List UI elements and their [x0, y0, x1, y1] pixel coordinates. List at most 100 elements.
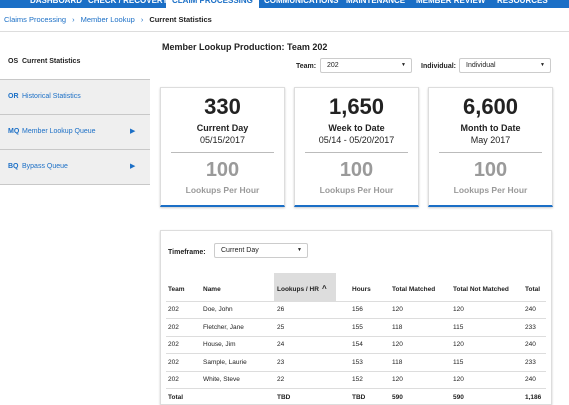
stat-card: 1,650 Week to Date 05/14 - 05/20/2017 100 Lo… [294, 87, 419, 207]
table-cell: 115 [453, 358, 464, 366]
column-header[interactable]: Name [203, 286, 221, 293]
rate-label: Lookups Per Hour [319, 185, 394, 195]
caret: ▼ [401, 62, 406, 68]
table-cell: House, Jim [203, 341, 236, 348]
table-cell: 120 [453, 376, 464, 383]
table-cell: 118 [392, 358, 403, 366]
breadcrumb-separator: › [140, 15, 144, 24]
table-cell: Fletcher, Jane [203, 323, 244, 331]
stat-period: 05/14 - 05/20/2017 [318, 135, 395, 145]
nav-tab[interactable]: CLAIM PROCESSING [166, 0, 259, 8]
column-header[interactable]: Team [168, 286, 185, 293]
nav-tab[interactable]: CHECK / RECOVERY [88, 0, 168, 5]
sidebar-item[interactable]: OR Historical Statistics [0, 80, 150, 115]
table-cell: 26 [277, 306, 285, 313]
row-divider [166, 335, 546, 337]
sidebar-item[interactable]: BQ Bypass Queue ▶ [0, 150, 150, 185]
table-cell: 22 [277, 376, 285, 383]
table-cell: 202 [168, 358, 179, 366]
timeframe-label: Timeframe: [168, 249, 206, 256]
sidebar-item[interactable]: MQ Member Lookup Queue ▶ [0, 115, 150, 150]
table-cell: 120 [392, 306, 403, 313]
item-code: OS [8, 58, 19, 65]
team-label: Team: [296, 63, 317, 70]
team-select[interactable]: 202 ▼ [320, 58, 412, 73]
rate-label: Lookups Per Hour [453, 185, 528, 195]
timeframe-select[interactable]: Current Day ▼ [214, 243, 308, 258]
select-value: Individual [466, 62, 496, 69]
stat-period: 05/15/2017 [199, 135, 246, 145]
column-header[interactable]: Hours [352, 286, 371, 293]
nav-tab[interactable]: MAINTENANCE [346, 0, 406, 5]
table-cell: 120 [392, 376, 403, 383]
table-cell: 120 [453, 341, 464, 348]
individual-label: Individual: [421, 63, 456, 70]
divider [0, 31, 569, 32]
stat-value: 1,650 [328, 94, 385, 119]
breadcrumb-item[interactable]: Claims Processing [4, 15, 67, 24]
column-header[interactable]: Total Not Matched [453, 286, 509, 293]
breadcrumb-item[interactable]: Member Lookup [80, 15, 135, 24]
table-cell: 202 [168, 341, 179, 348]
table-cell: 120 [453, 306, 464, 313]
stat-label: Current Day [196, 123, 249, 133]
sorted-column-header[interactable] [274, 273, 336, 301]
rate-value: 100 [473, 159, 508, 181]
stat-value: 330 [204, 94, 241, 119]
total-cell: 1,186 [525, 393, 542, 401]
table-cell: Sample, Laurie [203, 358, 247, 366]
table-cell: Doe, John [203, 306, 233, 313]
table-cell: 25 [277, 323, 285, 331]
sidebar-item[interactable]: OS Current Statistics [0, 45, 150, 80]
item-code: BQ [8, 163, 19, 170]
divider [439, 152, 542, 153]
nav-tab[interactable]: DASHBOARD [30, 0, 82, 5]
page-title: Member Lookup Production: Team 202 [162, 42, 328, 52]
total-cell: Total [168, 393, 184, 401]
item-label: Current Statistics [22, 58, 81, 65]
table-cell: 156 [352, 306, 363, 313]
column-header[interactable]: Total [525, 286, 541, 293]
stat-value: 6,600 [462, 94, 519, 119]
rate-value: 100 [205, 159, 240, 181]
column-header[interactable]: Total Matched [392, 286, 436, 293]
row-divider [166, 318, 546, 319]
table-cell: 202 [168, 306, 179, 313]
table-cell: 240 [525, 376, 536, 383]
expand-arrow: ▶ [130, 128, 136, 135]
select-value: Current Day [221, 247, 259, 254]
total-cell: 590 [392, 393, 403, 401]
table-cell: 233 [525, 358, 536, 366]
table-cell: 202 [168, 323, 179, 331]
breadcrumb-item: Current Statistics [149, 15, 212, 24]
nav-tab[interactable]: MEMBER REVIEW [416, 0, 486, 5]
table-cell: 240 [525, 306, 536, 313]
stat-card: 330 Current Day 05/15/2017 100 Lookups Per H… [160, 87, 285, 207]
table-cell: 153 [352, 358, 363, 366]
nav-tab[interactable]: RESOURCES [497, 0, 548, 5]
caret: ▼ [297, 247, 302, 253]
column-header[interactable]: Lookups / HR [277, 286, 319, 293]
breadcrumb: Claims Processing › Member Lookup › Current … [4, 15, 212, 24]
individual-select[interactable]: Individual ▼ [459, 58, 551, 73]
top-nav: DASHBOARD CHECK / RECOVERY CLAIM PROCESSIN… [0, 0, 569, 8]
sidebar: OS Current Statistics OR Historical Statist… [0, 45, 150, 185]
total-cell: TBD [277, 393, 291, 401]
divider [305, 152, 408, 153]
row-divider [166, 370, 546, 372]
row-divider [166, 353, 546, 354]
nav-tab[interactable]: COMMUNICATIONS [264, 0, 339, 5]
stat-label: Week to Date [328, 123, 385, 133]
sort-icon: ^ [322, 284, 327, 293]
total-cell: TBD [352, 393, 366, 401]
item-label: Member Lookup Queue [22, 128, 96, 135]
table-cell: 233 [525, 323, 536, 331]
row-divider [166, 301, 546, 302]
table-cell: 152 [352, 376, 363, 383]
item-label: Historical Statistics [22, 93, 81, 100]
item-code: MQ [8, 128, 20, 135]
table-cell: 154 [352, 341, 363, 348]
table-cell: 120 [392, 341, 403, 348]
select-value: 202 [327, 62, 339, 69]
